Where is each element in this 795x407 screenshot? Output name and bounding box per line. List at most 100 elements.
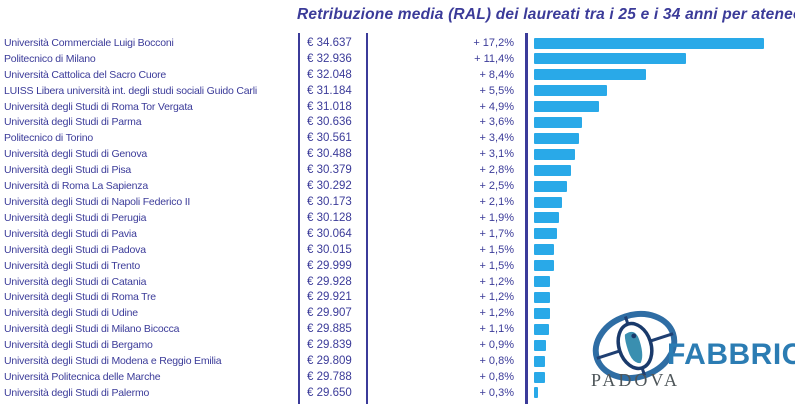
salary-value: € 29.788 bbox=[307, 370, 352, 383]
value-bar bbox=[534, 371, 545, 383]
university-label: Università degli Studi di Roma Tre bbox=[4, 291, 156, 304]
bar-cell bbox=[531, 258, 795, 274]
university-label: Università degli Studi di Bergamo bbox=[4, 339, 153, 352]
salary-value: € 29.650 bbox=[307, 386, 352, 399]
table-row: Università degli Studi di Padova € 30.015… bbox=[0, 242, 795, 258]
bar-cell bbox=[531, 146, 795, 162]
salary-value: € 29.907 bbox=[307, 307, 352, 320]
university-label: LUISS Libera università int. degli studi… bbox=[4, 84, 257, 97]
delta-percent-label: + 1,7% bbox=[479, 227, 514, 240]
bar-cell bbox=[531, 178, 795, 194]
table-row: Università degli Studi di Bergamo € 29.83… bbox=[0, 337, 795, 353]
university-label: Università degli Studi di Napoli Federic… bbox=[4, 196, 191, 208]
university-label: Università degli Studi di Roma Tor Verga… bbox=[4, 100, 193, 113]
salary-value: € 31.184 bbox=[307, 84, 352, 97]
table-row: Università degli Studi di Udine € 29.907 +… bbox=[0, 305, 795, 321]
divider-right bbox=[366, 33, 368, 404]
delta-percent-label: + 1,5% bbox=[479, 259, 514, 272]
delta-percent-label: + 1,2% bbox=[479, 307, 514, 320]
table-row: LUISS Libera università int. degli studi… bbox=[0, 83, 795, 99]
value-bar bbox=[534, 307, 551, 319]
salary-value: € 29.928 bbox=[307, 275, 352, 288]
chart-title: Retribuzione media (RAL) dei laureati tr… bbox=[297, 6, 795, 23]
value-bar bbox=[534, 37, 764, 49]
delta-percent-label: + 1,1% bbox=[479, 323, 514, 336]
table-row: Università degli Studi di Pisa € 30.379 + … bbox=[0, 162, 795, 178]
value-bar bbox=[534, 244, 555, 256]
value-bar bbox=[534, 339, 546, 351]
salary-value: € 29.839 bbox=[307, 339, 352, 352]
university-label: Università degli Studi di Milano Bicocca bbox=[4, 323, 180, 336]
table-row: Università degli Studi di Modena e Reggi… bbox=[0, 353, 795, 369]
bar-cell bbox=[531, 162, 795, 178]
salary-value: € 29.885 bbox=[307, 323, 352, 336]
delta-percent-label: + 1,2% bbox=[479, 291, 514, 304]
bar-cell bbox=[531, 67, 795, 83]
value-bar bbox=[534, 180, 568, 192]
value-bar bbox=[534, 387, 538, 399]
salary-value: € 30.173 bbox=[307, 196, 352, 208]
value-bar bbox=[534, 101, 600, 113]
bar-cell bbox=[531, 242, 795, 258]
value-bar bbox=[534, 85, 608, 97]
delta-percent-label: + 17,2% bbox=[473, 36, 514, 49]
university-label: Università degli Studi di Padova bbox=[4, 243, 146, 256]
bar-cell bbox=[531, 369, 795, 385]
value-bar bbox=[534, 355, 545, 367]
divider-left bbox=[298, 33, 300, 404]
bar-cell bbox=[531, 99, 795, 115]
salary-value: € 30.015 bbox=[307, 243, 352, 256]
salary-value: € 30.561 bbox=[307, 132, 352, 145]
salary-value: € 29.999 bbox=[307, 259, 352, 272]
university-label: Università degli Studi di Parma bbox=[4, 116, 142, 129]
logo-emblem-icon: FABBRICA PADOVA bbox=[591, 311, 795, 390]
university-label: Università degli Studi di Genova bbox=[4, 148, 148, 161]
university-label: Università Cattolica del Sacro Cuore bbox=[4, 68, 167, 81]
table-row: Università di Roma La Sapienza € 30.292 + … bbox=[0, 178, 795, 194]
table-row: Politecnico di Torino € 30.561 + 3,4% bbox=[0, 130, 795, 146]
delta-percent-label: + 2,1% bbox=[479, 196, 514, 208]
salary-value: € 32.048 bbox=[307, 68, 352, 81]
table-row: Università Cattolica del Sacro Cuore € 32… bbox=[0, 67, 795, 83]
value-bar bbox=[534, 164, 572, 176]
salary-value: € 29.921 bbox=[307, 291, 352, 304]
bar-cell bbox=[531, 130, 795, 146]
university-label: Università degli Studi di Catania bbox=[4, 275, 147, 288]
delta-percent-label: + 1,5% bbox=[479, 243, 514, 256]
value-bar bbox=[534, 323, 549, 335]
salary-value: € 30.636 bbox=[307, 116, 352, 129]
salary-value: € 30.064 bbox=[307, 227, 352, 240]
value-bar bbox=[534, 69, 647, 81]
bar-cell bbox=[531, 321, 795, 337]
salary-value: € 30.379 bbox=[307, 164, 352, 177]
university-label: Università Politecnica delle Marche bbox=[4, 370, 161, 383]
table-row: Politecnico di Milano € 32.936 + 11,4% bbox=[0, 51, 795, 67]
bar-cell bbox=[531, 210, 795, 226]
value-bar bbox=[534, 117, 583, 129]
table-row: Università degli Studi di Parma € 30.636 +… bbox=[0, 115, 795, 131]
bar-cell bbox=[531, 194, 795, 210]
ranking-table: Università Commerciale Luigi Bocconi € 34… bbox=[0, 33, 795, 404]
delta-percent-label: + 0,9% bbox=[479, 339, 514, 352]
bar-cell bbox=[531, 290, 795, 306]
value-bar bbox=[534, 260, 555, 272]
delta-percent-label: + 11,4% bbox=[474, 52, 514, 65]
table-row: Università degli Studi di Napoli Federic… bbox=[0, 194, 795, 210]
delta-percent-label: + 2,5% bbox=[479, 180, 514, 193]
table-row: Università degli Studi di Catania € 29.92… bbox=[0, 274, 795, 290]
bar-cell bbox=[531, 353, 795, 369]
table-row: Università Commerciale Luigi Bocconi € 34… bbox=[0, 35, 795, 51]
bar-cell bbox=[531, 226, 795, 242]
bar-cell bbox=[531, 115, 795, 131]
table-row: Università degli Studi di Roma Tor Verga… bbox=[0, 99, 795, 115]
bar-cell bbox=[531, 305, 795, 321]
value-bar bbox=[534, 276, 551, 288]
logo-brand-text: FABBRICA bbox=[667, 338, 795, 371]
delta-percent-label: + 0,8% bbox=[479, 355, 514, 368]
logo-city-text: PADOVA bbox=[591, 370, 680, 390]
university-label: Università degli Studi di Perugia bbox=[4, 211, 147, 224]
delta-percent-label: + 0,8% bbox=[479, 370, 514, 383]
table-row: Università degli Studi di Roma Tre € 29.9… bbox=[0, 290, 795, 306]
university-label: Università Commerciale Luigi Bocconi bbox=[4, 36, 174, 49]
